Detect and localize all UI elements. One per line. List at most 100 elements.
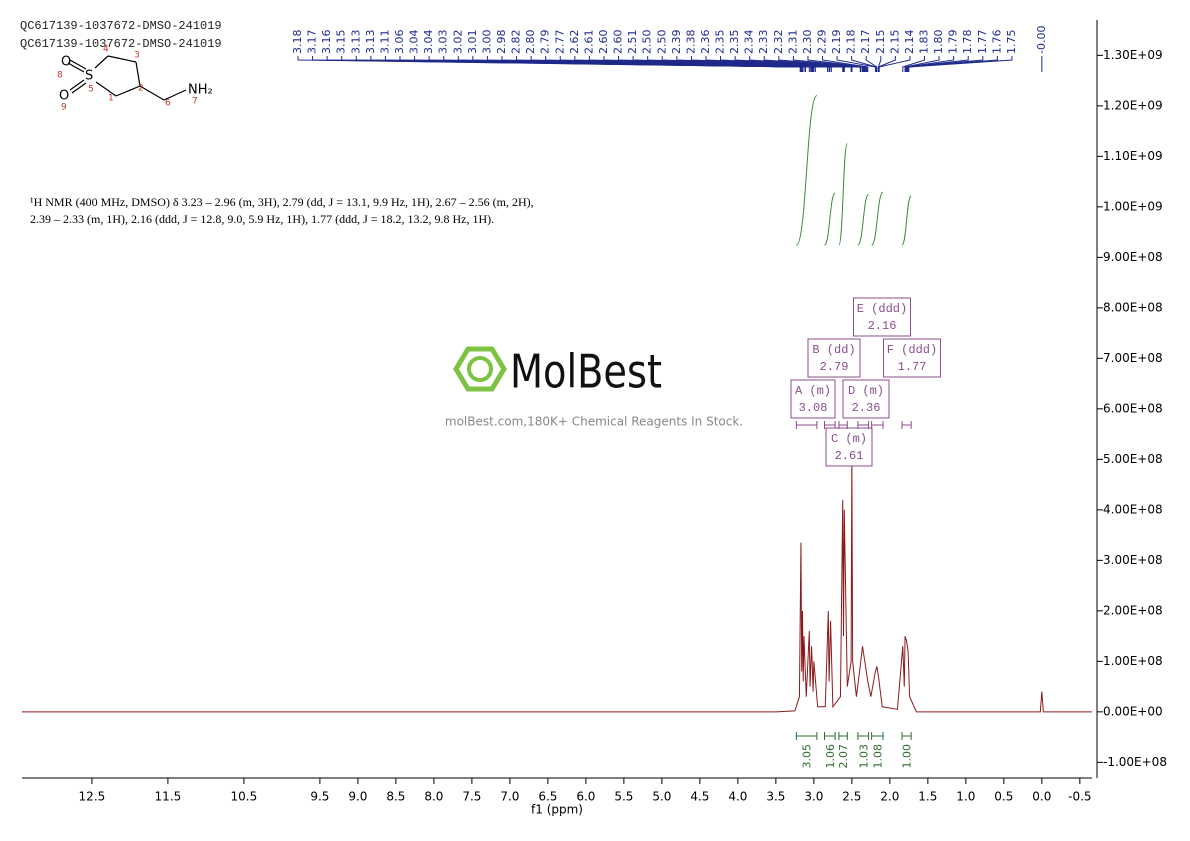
atom-label: O bbox=[61, 55, 71, 70]
y-tick-label: 1.00E+09 bbox=[1103, 199, 1163, 213]
peak-label: 2.19 bbox=[830, 30, 843, 55]
peak-connector bbox=[749, 56, 865, 72]
integral-range bbox=[838, 732, 848, 740]
x-tick-label: 9.0 bbox=[348, 790, 367, 804]
x-tick-label: -0.5 bbox=[1068, 790, 1091, 804]
peak-label: 1.75 bbox=[1005, 30, 1018, 55]
peak-label: 2.80 bbox=[524, 30, 537, 55]
x-tick-label: 7.0 bbox=[500, 790, 519, 804]
x-tick-label: 7.5 bbox=[462, 790, 481, 804]
peak-connector bbox=[906, 56, 984, 72]
integral-label: 1.00 bbox=[901, 744, 914, 769]
molecule bbox=[67, 55, 187, 101]
x-tick-label: 2.0 bbox=[880, 790, 899, 804]
x-tick-label: 9.5 bbox=[310, 790, 329, 804]
y-tick-label: 1.30E+09 bbox=[1103, 48, 1163, 62]
peak-label: 2.31 bbox=[786, 30, 799, 55]
x-tick-label: 5.5 bbox=[614, 790, 633, 804]
y-tick-label: 9.00E+08 bbox=[1103, 250, 1163, 264]
peak-connector bbox=[908, 56, 1013, 72]
multiplet-label: E (ddd) bbox=[857, 302, 907, 316]
atom-number: 3 bbox=[134, 51, 140, 61]
peak-connector bbox=[822, 56, 869, 72]
multiplet-label: A (m) bbox=[795, 384, 831, 398]
atom-number: 2 bbox=[138, 84, 144, 94]
multiplet-range bbox=[857, 421, 870, 429]
integral-range bbox=[901, 732, 912, 740]
atom-number: 4 bbox=[103, 45, 109, 55]
peak-connector bbox=[836, 56, 876, 72]
x-tick-label: 0.0 bbox=[1032, 790, 1051, 804]
y-tick-label: 4.00E+08 bbox=[1103, 502, 1163, 516]
logo bbox=[467, 356, 493, 382]
y-tick-label: 7.00E+08 bbox=[1103, 351, 1163, 365]
peak-connector bbox=[792, 56, 867, 72]
peak-label: 3.02 bbox=[451, 30, 464, 55]
atom-number: 9 bbox=[61, 103, 67, 113]
multiplet-label: F (ddd) bbox=[887, 343, 937, 357]
x-tick-label: 5.0 bbox=[652, 790, 671, 804]
x-tick-label: 10.5 bbox=[231, 790, 258, 804]
y-tick-label: 1.20E+09 bbox=[1103, 98, 1163, 112]
tagline: molBest.com,180K+ Chemical Reagents In S… bbox=[445, 415, 743, 429]
multiplet-range bbox=[871, 421, 884, 429]
integral-range bbox=[857, 732, 870, 740]
peak-label: 1.76 bbox=[990, 30, 1003, 55]
peak-label: 2.51 bbox=[626, 30, 639, 55]
peak-connector bbox=[905, 56, 955, 72]
y-tick-label: 3.00E+08 bbox=[1103, 553, 1163, 567]
sample-id: QC617139-1037672-DMSO-241019 bbox=[20, 19, 222, 33]
peak-label: 2.15 bbox=[874, 30, 887, 55]
peak-connector bbox=[877, 56, 896, 72]
peak-label: 2.98 bbox=[495, 30, 508, 55]
integral-curve bbox=[857, 194, 870, 246]
peak-label: 2.36 bbox=[699, 30, 712, 55]
peak-label: 2.17 bbox=[859, 30, 872, 55]
peak-label: 1.83 bbox=[918, 30, 931, 55]
atom-number: 5 bbox=[88, 85, 94, 95]
peak-label: 2.60 bbox=[612, 30, 625, 55]
peak-label: -0.00 bbox=[1035, 26, 1048, 54]
peak-label: 3.13 bbox=[364, 30, 377, 55]
multiplet-shift: 2.16 bbox=[868, 319, 897, 333]
peak-connector bbox=[865, 56, 878, 72]
atom-number: 8 bbox=[57, 71, 63, 81]
peak-label: 2.29 bbox=[816, 30, 829, 55]
multiplet-range bbox=[901, 421, 912, 429]
multiplet-box bbox=[842, 379, 890, 419]
brand: MolBest bbox=[510, 345, 662, 399]
peak-label: 2.34 bbox=[743, 30, 756, 55]
peak-label: 2.18 bbox=[845, 30, 858, 55]
y-tick-label: 5.00E+08 bbox=[1103, 452, 1163, 466]
nmr-text: ¹H NMR (400 MHz, DMSO) δ 3.23 – 2.96 (m,… bbox=[30, 195, 534, 209]
peak-label: 1.78 bbox=[961, 30, 974, 55]
peak-label: 3.04 bbox=[408, 30, 421, 55]
peak-label: 3.04 bbox=[422, 30, 435, 55]
x-tick-label: 6.0 bbox=[576, 790, 595, 804]
x-tick-label: 8.5 bbox=[386, 790, 405, 804]
x-tick-label: 4.0 bbox=[728, 790, 747, 804]
x-tick-label: 8.0 bbox=[424, 790, 443, 804]
y-tick-label: -1.00E+08 bbox=[1103, 755, 1167, 769]
peak-label: 3.01 bbox=[466, 30, 479, 55]
integral-label: 3.05 bbox=[801, 744, 814, 769]
peak-connector bbox=[907, 56, 998, 72]
x-tick-label: 3.5 bbox=[766, 790, 785, 804]
atom-number: 7 bbox=[192, 97, 198, 107]
peak-label: 2.14 bbox=[903, 30, 916, 55]
x-tick-label: 3.0 bbox=[804, 790, 823, 804]
multiplet-range bbox=[838, 421, 848, 429]
integral-label: 1.06 bbox=[824, 744, 837, 769]
x-tick-label: 4.5 bbox=[690, 790, 709, 804]
integral-range bbox=[871, 732, 884, 740]
integral-curve bbox=[871, 191, 884, 246]
integral-curve bbox=[901, 195, 912, 246]
x-axis-label: f1 (ppm) bbox=[531, 803, 583, 817]
x-tick-label: 2.5 bbox=[842, 790, 861, 804]
y-tick-label: 1.00E+08 bbox=[1103, 654, 1163, 668]
peak-label: 1.79 bbox=[947, 30, 960, 55]
atom-label: S bbox=[85, 69, 93, 84]
integral-label: 1.08 bbox=[871, 744, 884, 769]
